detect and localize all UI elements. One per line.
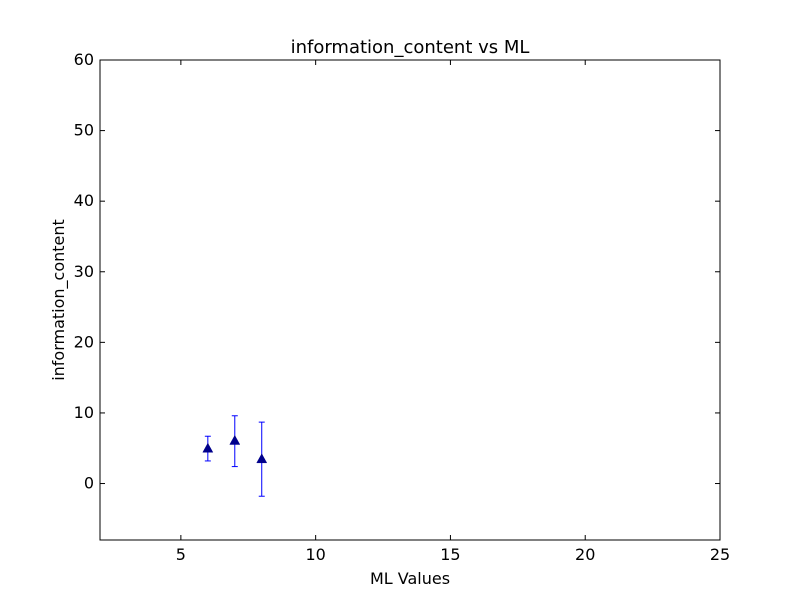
data-point-triangle <box>229 434 241 445</box>
chart-title: information_content vs ML <box>291 37 530 58</box>
plot-frame <box>99 59 721 541</box>
y-tick-label: 60 <box>74 50 94 69</box>
x-axis-label: ML Values <box>370 569 450 588</box>
x-tick-label: 20 <box>575 545 595 564</box>
y-tick-label: 10 <box>74 403 94 422</box>
x-tick-label: 5 <box>176 545 186 564</box>
y-tick-label: 0 <box>84 474 94 493</box>
y-tick-label: 50 <box>74 121 94 140</box>
y-tick-label: 20 <box>74 332 94 351</box>
y-tick-label: 40 <box>74 191 94 210</box>
data-point-triangle <box>202 442 214 453</box>
ticks-layer: 5 10 15 20 25 0 10 20 30 40 50 60 <box>74 50 731 564</box>
x-tick-label: 25 <box>710 545 730 564</box>
data-layer <box>202 415 268 497</box>
y-tick-label: 30 <box>74 262 94 281</box>
data-point-triangle <box>256 453 268 464</box>
x-tick-label: 15 <box>440 545 460 564</box>
y-axis-label: information_content <box>49 219 69 381</box>
plot-area <box>100 60 720 540</box>
x-tick-label: 10 <box>305 545 325 564</box>
